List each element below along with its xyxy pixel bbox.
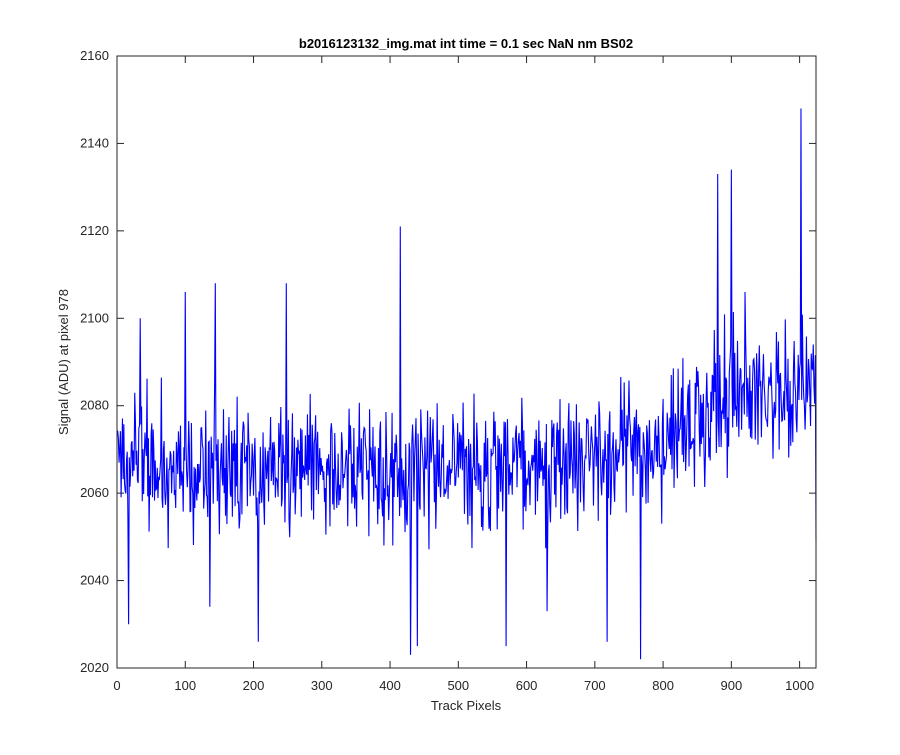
y-tick-label: 2020 [80, 660, 109, 675]
y-tick-label: 2060 [80, 485, 109, 500]
x-axis-ticks: 0 100 200 300 400 500 600 700 800 900 1000 [113, 56, 814, 693]
y-tick-label: 2120 [80, 223, 109, 238]
chart-title: b2016123132_img.mat int time = 0.1 sec N… [299, 36, 633, 51]
y-tick-label: 2160 [80, 48, 109, 63]
x-tick-label: 1000 [785, 678, 814, 693]
x-tick-label: 800 [652, 678, 674, 693]
x-tick-label: 900 [721, 678, 743, 693]
y-axis-ticks: 2020 2040 2060 2080 2100 2120 2140 2160 [80, 48, 816, 675]
y-tick-label: 2080 [80, 398, 109, 413]
axes-box [116, 55, 817, 669]
x-tick-label: 300 [311, 678, 333, 693]
x-tick-label: 100 [174, 678, 196, 693]
x-tick-label: 400 [379, 678, 401, 693]
x-tick-label: 600 [516, 678, 538, 693]
y-tick-label: 2100 [80, 310, 109, 325]
plot-area [117, 56, 816, 668]
x-tick-label: 0 [113, 678, 120, 693]
x-tick-label: 700 [584, 678, 606, 693]
series-layer [117, 108, 817, 660]
y-axis-label: Signal (ADU) at pixel 978 [56, 289, 71, 435]
y-tick-label: 2040 [80, 573, 109, 588]
x-axis-label: Track Pixels [431, 698, 502, 713]
signal-series-line [117, 108, 817, 660]
x-tick-label: 200 [243, 678, 265, 693]
y-tick-label: 2140 [80, 135, 109, 150]
x-tick-label: 500 [447, 678, 469, 693]
